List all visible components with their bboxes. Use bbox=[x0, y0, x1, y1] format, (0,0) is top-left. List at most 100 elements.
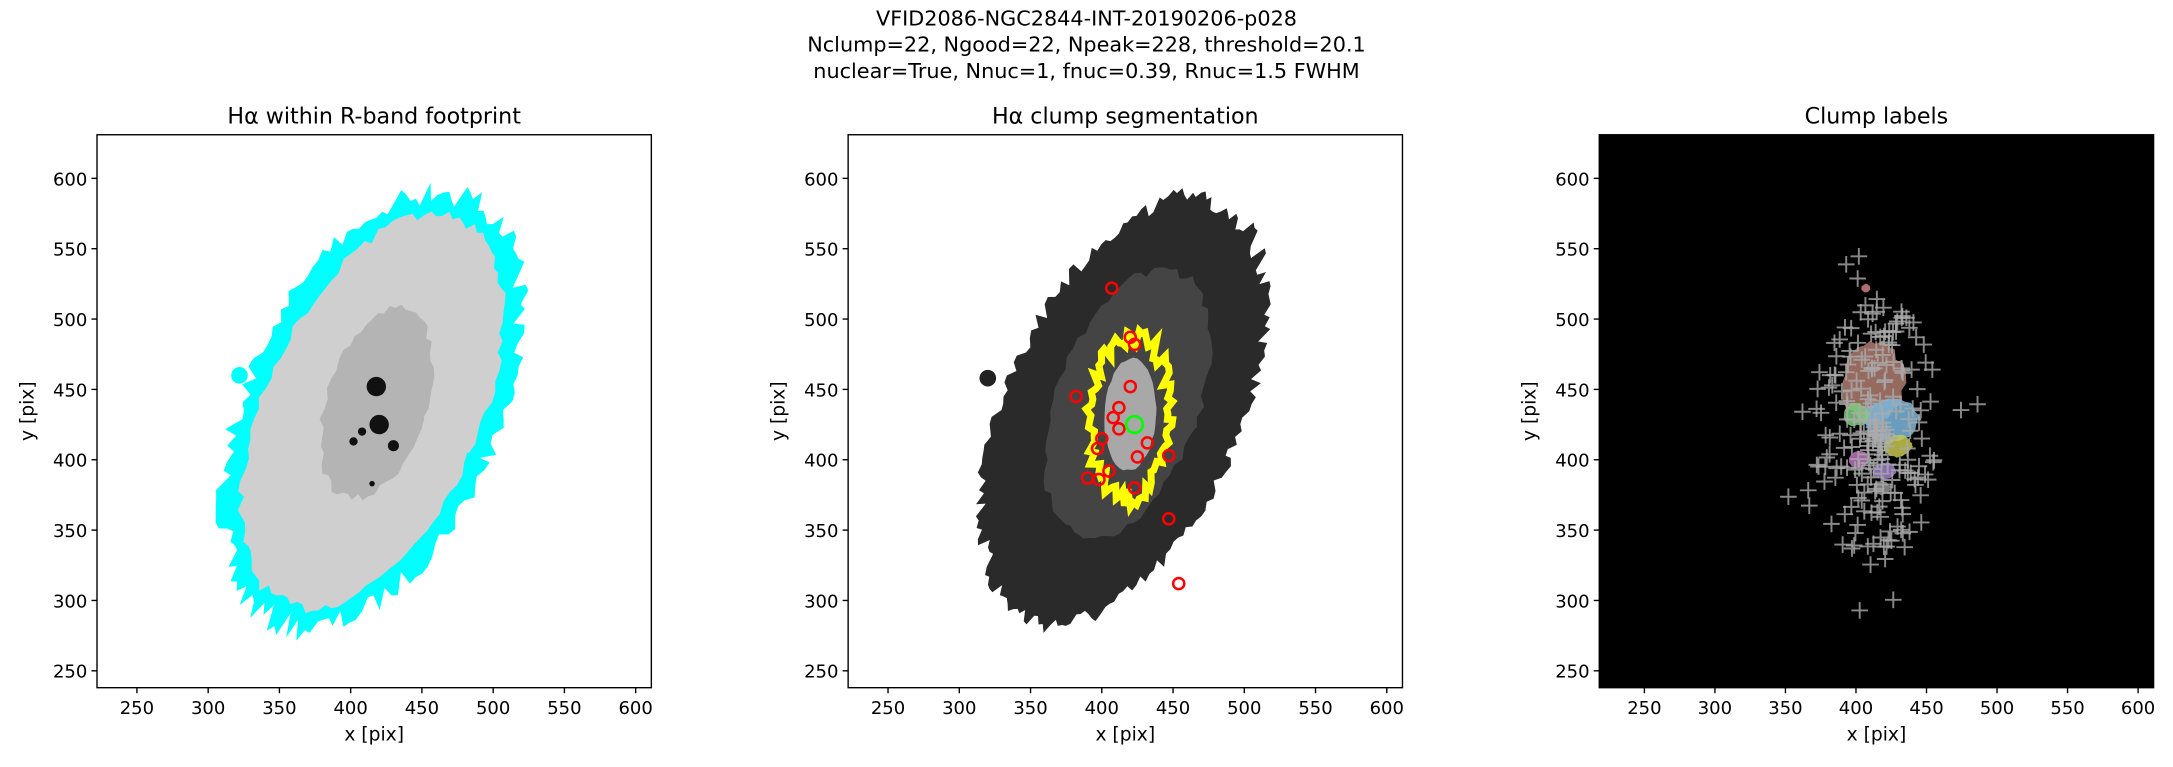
peak-marker bbox=[1820, 379, 1838, 396]
y-tick-label: 500 bbox=[804, 310, 838, 331]
peak-marker bbox=[1834, 536, 1851, 553]
x-tick-label: 550 bbox=[1298, 698, 1332, 719]
y-tick-label: 500 bbox=[1555, 310, 1589, 331]
peak-marker bbox=[1910, 414, 1928, 431]
peak-marker bbox=[1848, 372, 1865, 390]
y-tick-label: 300 bbox=[804, 591, 838, 612]
peak-marker bbox=[1826, 334, 1843, 352]
y-tick-label: 450 bbox=[1555, 380, 1589, 401]
x-tick-label: 500 bbox=[1980, 698, 2014, 719]
peak-marker bbox=[1843, 438, 1861, 456]
x-tick-label: 350 bbox=[1768, 698, 1802, 719]
peak-marker bbox=[1912, 514, 1930, 531]
peak-marker bbox=[1809, 380, 1826, 398]
x-tick-label: 350 bbox=[262, 698, 296, 719]
peak-marker bbox=[1849, 334, 1867, 352]
peak-marker bbox=[1843, 540, 1861, 557]
panel: 250 300 350 400 450 500 550 600 250 300 350 400 450 5… bbox=[768, 104, 1404, 746]
peak-marker bbox=[1817, 426, 1834, 444]
companion bbox=[231, 367, 248, 384]
clump-marker bbox=[1092, 472, 1106, 487]
peak-marker bbox=[1915, 336, 1933, 353]
peak-marker bbox=[1876, 550, 1894, 568]
peak-marker bbox=[1905, 314, 1922, 331]
peak-marker bbox=[1859, 476, 1877, 493]
peak-marker bbox=[1867, 341, 1885, 359]
peak-marker bbox=[1823, 377, 1841, 394]
peak-marker bbox=[1827, 469, 1844, 486]
hii-region bbox=[357, 427, 367, 436]
peak-marker bbox=[1894, 524, 1912, 542]
peak-marker bbox=[1873, 450, 1891, 468]
peak-marker bbox=[1884, 388, 1902, 405]
peak-marker bbox=[1896, 538, 1913, 556]
peak-marker bbox=[1874, 476, 1892, 493]
peak-marker bbox=[1924, 361, 1941, 378]
peak-marker bbox=[1894, 364, 1912, 382]
x-axis-label: x [pix] bbox=[1847, 724, 1907, 745]
peak-marker bbox=[1892, 521, 1910, 539]
peak-marker bbox=[1904, 400, 1921, 417]
companion bbox=[979, 369, 997, 387]
y-tick-label: 400 bbox=[804, 451, 838, 472]
panel: 250 300 350 400 450 500 550 600 250 300 350 400 450 5… bbox=[1520, 104, 2156, 746]
x-tick-label: 350 bbox=[1013, 698, 1047, 719]
y-tick-label: 600 bbox=[804, 169, 838, 190]
peak-marker bbox=[1860, 454, 1878, 472]
galaxy-image bbox=[319, 304, 435, 501]
peak-marker bbox=[1852, 380, 1870, 398]
peak-marker bbox=[1859, 390, 1877, 408]
peak-marker bbox=[1875, 299, 1892, 317]
clump-marker bbox=[1130, 450, 1145, 464]
clump-marker bbox=[1127, 481, 1142, 495]
peak-marker bbox=[1884, 591, 1902, 609]
clump-marker bbox=[1112, 422, 1126, 436]
peak-marker bbox=[1847, 524, 1864, 542]
peak-marker bbox=[1799, 482, 1817, 499]
x-axis-label: x [pix] bbox=[1095, 724, 1155, 745]
y-tick-label: 350 bbox=[1555, 521, 1589, 542]
peak-marker bbox=[1892, 396, 1909, 413]
peak-marker bbox=[1818, 449, 1836, 466]
y-tick-label: 400 bbox=[1555, 451, 1589, 472]
peak-marker bbox=[1831, 425, 1849, 443]
peak-marker bbox=[1828, 459, 1845, 477]
peak-marker bbox=[1850, 248, 1868, 265]
peak-marker bbox=[1874, 492, 1891, 510]
axes-frame bbox=[96, 134, 653, 689]
axes-frame bbox=[1598, 134, 2155, 689]
peak-marker bbox=[1900, 410, 1918, 428]
image bbox=[215, 182, 529, 641]
y-tick-label: 350 bbox=[804, 521, 838, 542]
clump-marker bbox=[1069, 389, 1083, 404]
peak-marker bbox=[1849, 516, 1866, 534]
y-tick-label: 550 bbox=[53, 240, 87, 261]
peak-marker bbox=[1808, 400, 1825, 418]
axes-title: Hα clump segmentation bbox=[992, 104, 1259, 130]
peak-marker bbox=[1881, 429, 1898, 446]
peak-marker bbox=[1877, 438, 1895, 455]
x-tick-label: 500 bbox=[476, 698, 510, 719]
peak-marker bbox=[1852, 303, 1870, 321]
peak-marker bbox=[1841, 342, 1858, 360]
clump-marker bbox=[1090, 441, 1105, 456]
y-axis-label: y [pix] bbox=[1520, 381, 1541, 441]
peak-marker bbox=[1888, 313, 1906, 330]
peak-marker bbox=[1800, 497, 1818, 514]
segmentation-contour bbox=[1081, 324, 1178, 518]
y-tick-label: 600 bbox=[53, 169, 87, 190]
peak-marker bbox=[1916, 466, 1934, 483]
axes-frame bbox=[847, 134, 1404, 689]
x-tick-label: 300 bbox=[942, 698, 976, 719]
peak-marker bbox=[1837, 256, 1855, 273]
clump-marker bbox=[1140, 436, 1155, 450]
peak-marker bbox=[1816, 473, 1833, 490]
peak-marker bbox=[1862, 556, 1879, 573]
peak-marker bbox=[1862, 469, 1880, 486]
hii-region bbox=[366, 376, 387, 397]
peak-marker bbox=[1811, 363, 1828, 381]
y-tick-label: 450 bbox=[804, 380, 838, 401]
x-tick-label: 500 bbox=[1227, 698, 1261, 719]
peak-marker bbox=[1828, 347, 1845, 365]
